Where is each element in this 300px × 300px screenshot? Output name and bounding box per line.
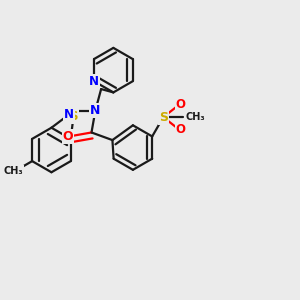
Text: O: O (63, 130, 73, 143)
Text: N: N (89, 75, 99, 88)
Text: O: O (176, 98, 185, 111)
Text: O: O (176, 123, 185, 136)
Text: S: S (69, 110, 78, 123)
Text: CH₃: CH₃ (185, 112, 205, 122)
Text: N: N (64, 108, 74, 121)
Text: N: N (90, 104, 100, 117)
Text: S: S (159, 111, 168, 124)
Text: CH₃: CH₃ (4, 166, 23, 176)
